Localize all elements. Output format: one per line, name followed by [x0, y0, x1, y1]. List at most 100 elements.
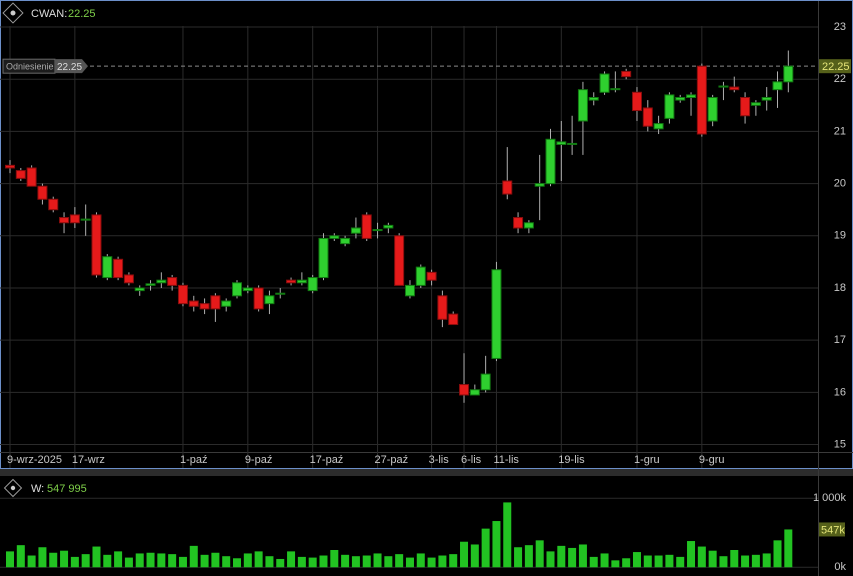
candle-body [783, 65, 794, 83]
candle-body [199, 303, 210, 310]
volume-bar [157, 553, 166, 568]
candle-body [772, 81, 783, 91]
candle-body [556, 141, 567, 145]
candle-body [91, 214, 102, 276]
x-tick-label: 17-wrz [72, 454, 105, 466]
candle-body [675, 97, 686, 101]
reference-value-tag [55, 59, 88, 74]
candle-body [761, 97, 772, 101]
candle-body [177, 284, 188, 305]
volume-bar [38, 547, 47, 568]
candle-body [599, 73, 610, 93]
reference-axis-tag [819, 59, 851, 74]
volume-bar [373, 553, 382, 568]
volume-bar [568, 547, 577, 568]
volume-bar [730, 550, 739, 568]
candle-body [545, 138, 556, 185]
panel-separator [0, 469, 853, 476]
x-tick-label: 1-paź [180, 454, 208, 466]
volume-bar [600, 553, 609, 568]
icon-frame [3, 478, 23, 498]
candle-body [383, 224, 394, 229]
candle-body [69, 214, 80, 224]
last-price: 22.25 [68, 8, 96, 20]
volume-bar [319, 555, 328, 568]
candle-body [210, 295, 221, 310]
x-tick-label: 9-paź [245, 454, 273, 466]
volume-bar [762, 553, 771, 568]
y-tick-label: 16 [834, 386, 846, 398]
volume-bar [741, 555, 750, 568]
candle-body [621, 70, 632, 78]
icon-dot [10, 10, 16, 16]
x-tick-label: 19-lis [558, 454, 585, 466]
candle-body [318, 237, 329, 279]
volume-bar [124, 557, 133, 568]
candle-body [242, 287, 253, 292]
volume-bar [438, 555, 447, 568]
volume-bar [719, 556, 728, 568]
candle-body [577, 89, 588, 122]
candle-body [15, 170, 26, 179]
volume-axis-value: 547k [821, 524, 845, 536]
candle-body [513, 217, 524, 229]
volume-bar [27, 555, 36, 568]
candle-body [740, 97, 751, 117]
volume-title: W: [31, 483, 44, 495]
candle-body [221, 300, 232, 307]
menu-icon[interactable] [3, 478, 23, 498]
y-tick-label: 1 000k [813, 492, 847, 504]
volume-bar [168, 554, 177, 568]
y-tick-label: 18 [834, 282, 846, 294]
candle-body [491, 269, 502, 359]
icon-dot [10, 485, 16, 491]
candle-body [610, 88, 621, 91]
y-tick-label: 15 [834, 438, 846, 450]
x-tick-label: 17-paź [310, 454, 344, 466]
volume-bar [178, 556, 187, 568]
candle-body [329, 235, 340, 239]
candle-body [113, 258, 124, 279]
y-tick-label: 23 [834, 21, 846, 33]
menu-icon[interactable] [2, 2, 24, 24]
candle-body [361, 214, 372, 239]
candle-body [523, 222, 534, 229]
candle-body [664, 94, 675, 119]
volume-bar [773, 540, 782, 568]
candle-body [156, 279, 167, 284]
volume-bar [622, 558, 631, 568]
reference-label: Odniesienie [6, 62, 54, 72]
candle-body [718, 85, 729, 88]
chart-title: CWAN: [31, 8, 67, 20]
volume-bar [427, 557, 436, 568]
volume-bar [481, 528, 490, 568]
volume-bar [384, 556, 393, 568]
candle-body [534, 183, 545, 187]
candle-body [729, 86, 740, 91]
y-tick-label: 22 [834, 73, 846, 85]
volume-bar [589, 556, 598, 568]
candle-body [448, 313, 459, 326]
volume-bar [751, 554, 760, 568]
candle-body [372, 229, 383, 232]
candle-body [653, 123, 664, 130]
candle-body [469, 389, 480, 396]
candle-body [686, 94, 697, 98]
volume-bar [287, 551, 296, 568]
volume-bar [341, 554, 350, 568]
volume-bar [524, 545, 533, 568]
x-tick-label: 27-paź [375, 454, 409, 466]
candle-body [502, 180, 513, 195]
candle-body [37, 185, 48, 200]
candle-body [26, 167, 37, 187]
candle-body [394, 235, 405, 286]
volume-bar [546, 551, 555, 568]
volume-bar [189, 545, 198, 568]
y-tick-label: 20 [834, 178, 846, 190]
candle-body [588, 97, 599, 101]
volume-bar [405, 557, 414, 568]
candle-body [426, 271, 437, 281]
candle-body [102, 256, 113, 279]
volume-bar [297, 556, 306, 568]
